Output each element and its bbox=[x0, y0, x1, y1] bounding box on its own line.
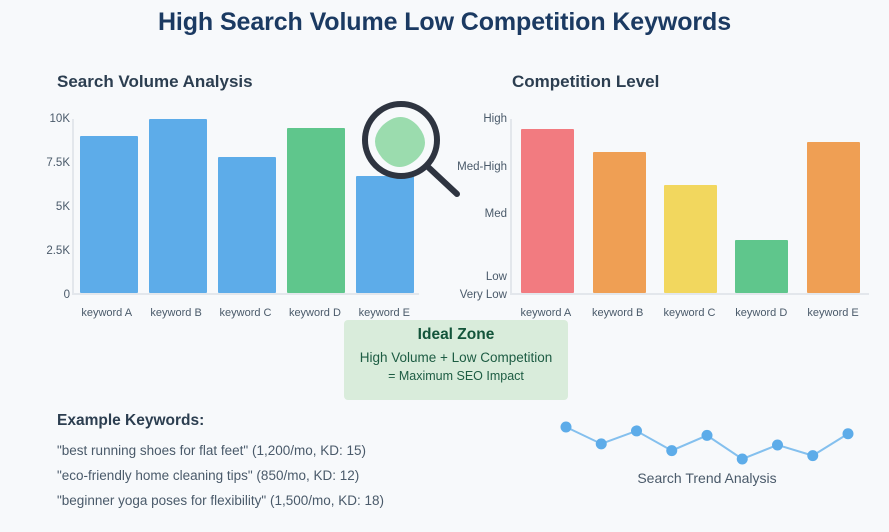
right-chart-heading: Competition Level bbox=[512, 72, 660, 91]
left-chart-y-axis: 0 2.5K 5K 7.5K 10K bbox=[12, 113, 70, 301]
bar[interactable] bbox=[286, 127, 345, 293]
example-keyword-item: "eco-friendly home cleaning tips" (850/m… bbox=[57, 468, 360, 483]
bar[interactable] bbox=[355, 176, 414, 293]
bar-slot bbox=[350, 119, 419, 293]
bar-slot bbox=[143, 119, 212, 293]
bar-slot bbox=[583, 119, 654, 293]
example-keyword-item: "beginner yoga poses for flexibility" (1… bbox=[57, 493, 384, 508]
trend-point[interactable] bbox=[772, 439, 783, 451]
trend-point[interactable] bbox=[807, 450, 819, 462]
trend-point[interactable] bbox=[701, 429, 713, 441]
y-tick-label: 2.5K bbox=[46, 245, 70, 257]
trend-caption: Search Trend Analysis bbox=[637, 470, 777, 486]
y-tick-label: 5K bbox=[55, 201, 70, 213]
trend-line-graphic bbox=[560, 421, 854, 465]
y-tick-label: 7.5K bbox=[46, 157, 70, 169]
x-tick-label: keyword C bbox=[663, 307, 716, 319]
right-chart-plot-area bbox=[510, 119, 869, 295]
bar-slot bbox=[798, 119, 869, 293]
right-chart-y-axis: Very Low Low Med Med-High High bbox=[442, 113, 507, 301]
trend-point[interactable] bbox=[736, 453, 748, 465]
ideal-zone-callout: Ideal Zone High Volume + Low Competition… bbox=[344, 320, 568, 400]
x-tick-label: keyword B bbox=[150, 307, 202, 319]
x-tick-label: keyword E bbox=[358, 307, 410, 319]
x-tick-label: keyword C bbox=[219, 307, 272, 319]
ideal-zone-line-2: = Maximum SEO Impact bbox=[388, 369, 524, 383]
example-keywords-section: Example Keywords: "best running shoes fo… bbox=[57, 412, 487, 513]
bar[interactable] bbox=[148, 119, 207, 293]
right-chart-bars bbox=[512, 119, 869, 293]
bar[interactable] bbox=[79, 136, 138, 293]
trend-point[interactable] bbox=[595, 438, 607, 450]
x-tick-label: keyword D bbox=[735, 307, 788, 319]
x-tick-label: keyword A bbox=[520, 307, 572, 319]
bar[interactable] bbox=[592, 151, 646, 293]
page-title: High Search Volume Low Competition Keywo… bbox=[157, 8, 732, 36]
y-tick-label: High bbox=[483, 113, 507, 125]
bar[interactable] bbox=[217, 157, 276, 293]
y-tick-label: 10K bbox=[49, 113, 70, 125]
bar-slot bbox=[655, 119, 726, 293]
bar-slot bbox=[74, 119, 143, 293]
bar[interactable] bbox=[664, 184, 718, 293]
y-tick-label: Low bbox=[485, 270, 507, 283]
bar[interactable] bbox=[735, 240, 789, 293]
y-tick-label: Very Low bbox=[459, 289, 507, 301]
bar-slot bbox=[212, 119, 281, 293]
trend-point[interactable] bbox=[666, 445, 678, 457]
ideal-zone-line-1: High Volume + Low Competition bbox=[359, 350, 553, 365]
example-keywords-title: Example Keywords: bbox=[57, 412, 205, 429]
left-chart-bars bbox=[74, 119, 419, 293]
y-tick-label: Med-High bbox=[457, 161, 507, 174]
bar[interactable] bbox=[521, 128, 575, 293]
bar-slot bbox=[512, 119, 583, 293]
trend-point[interactable] bbox=[631, 425, 642, 437]
left-chart-x-axis: keyword A keyword B keyword C keyword D keyw… bbox=[72, 307, 419, 319]
bar[interactable] bbox=[806, 141, 860, 293]
trend-point[interactable] bbox=[842, 428, 854, 440]
right-chart-x-axis: keyword A keyword B keyword C keyword D keyw… bbox=[510, 307, 869, 319]
y-tick-label: Med bbox=[484, 207, 507, 220]
x-tick-label: keyword E bbox=[807, 307, 859, 319]
ideal-zone-title: Ideal Zone bbox=[417, 326, 495, 343]
x-tick-label: keyword A bbox=[81, 307, 133, 319]
x-tick-label: keyword D bbox=[288, 307, 341, 319]
example-keyword-item: "best running shoes for flat feet" (1,20… bbox=[57, 443, 366, 458]
search-trend-sparkline: Search Trend Analysis bbox=[552, 418, 862, 493]
bar-slot bbox=[726, 119, 797, 293]
trend-point[interactable] bbox=[560, 421, 572, 433]
example-keywords-list: "best running shoes for flat feet" (1,20… bbox=[57, 438, 487, 513]
left-chart-plot-area bbox=[72, 119, 419, 295]
y-tick-label: 0 bbox=[63, 289, 70, 301]
left-chart-heading: Search Volume Analysis bbox=[57, 72, 253, 91]
bar-slot bbox=[281, 119, 350, 293]
x-tick-label: keyword B bbox=[592, 307, 644, 319]
